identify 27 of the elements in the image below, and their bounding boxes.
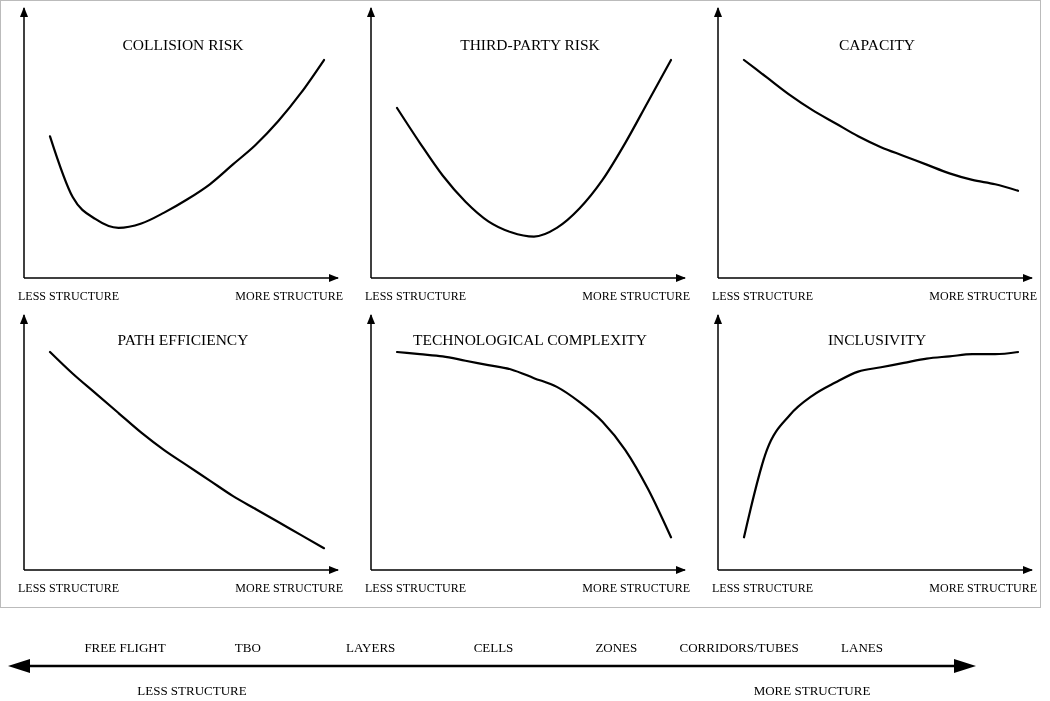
chart-title: TECHNOLOGICAL COMPLEXITY <box>412 331 648 348</box>
text: MORE STRUCTURE <box>753 683 871 698</box>
chart-title: PATH EFFICIENCY <box>117 331 249 348</box>
text: LESS STRUCTURE <box>712 581 814 595</box>
text: LESS STRUCTURE <box>712 289 814 303</box>
category-label: TBO <box>234 640 261 655</box>
category-label: ZONES <box>595 640 638 655</box>
category-label: LANES <box>841 640 883 655</box>
chart-title: INCLUSIVITY <box>827 331 927 348</box>
category-label: CELLS <box>473 640 514 655</box>
category-label: LAYERS <box>345 640 396 655</box>
text: LESS STRUCTURE <box>18 289 120 303</box>
text: MORE STRUCTURE <box>582 581 690 595</box>
text: LESS STRUCTURE <box>137 683 247 698</box>
text: MORE STRUCTURE <box>582 289 690 303</box>
text: MORE STRUCTURE <box>235 581 343 595</box>
chart-title: COLLISION RISK <box>122 36 245 53</box>
chart-title: THIRD-PARTY RISK <box>460 36 601 53</box>
text: MORE STRUCTURE <box>929 289 1037 303</box>
text: MORE STRUCTURE <box>235 289 343 303</box>
chart-title: CAPACITY <box>838 36 916 53</box>
text: LESS STRUCTURE <box>365 289 467 303</box>
text: LESS STRUCTURE <box>365 581 467 595</box>
category-label: FREE FLIGHT <box>84 640 166 655</box>
category-label: CORRIDORS/TUBES <box>679 640 799 655</box>
text: LESS STRUCTURE <box>18 581 120 595</box>
text: MORE STRUCTURE <box>929 581 1037 595</box>
